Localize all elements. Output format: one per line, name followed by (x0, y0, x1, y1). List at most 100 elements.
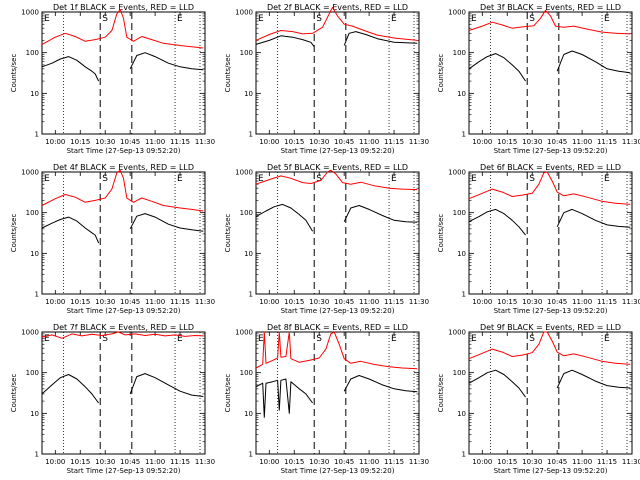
x-tick-label: 10:15 (284, 138, 304, 146)
y-axis-label: Counts/sec (10, 374, 18, 413)
series-line-lld (468, 9, 631, 35)
x-tick-label: 11:15 (384, 458, 404, 466)
x-axis-label: Start Time (27-Sep-13 09:52:20) (494, 467, 608, 475)
y-tick-label: 1 (249, 451, 253, 459)
y-axis-label: Counts/sec (224, 54, 232, 93)
marker-label: S (529, 14, 535, 24)
y-tick-label: 1000 (235, 9, 253, 17)
marker-label: S (529, 174, 535, 184)
y-tick-label: 10 (457, 250, 466, 258)
x-tick-label: 10:00 (45, 458, 65, 466)
x-axis-label: Start Time (27-Sep-13 09:52:20) (281, 467, 395, 475)
x-axis-label: Start Time (27-Sep-13 09:52:20) (494, 307, 608, 315)
y-tick-label: 1000 (448, 9, 466, 17)
x-tick-label: 10:30 (309, 458, 329, 466)
x-tick-label: 10:45 (120, 138, 140, 146)
panel-title: Det 2f BLACK = Events, RED = LLD (267, 3, 408, 12)
y-tick-label: 100 (240, 369, 253, 377)
x-tick-label: 11:30 (195, 138, 215, 146)
y-tick-label: 10 (244, 410, 253, 418)
y-axis-label: Counts/sec (437, 374, 445, 413)
marker-label: E (258, 14, 264, 24)
series-line-lld (41, 9, 204, 49)
y-tick-label: 100 (453, 49, 466, 57)
marker-label: E (391, 14, 397, 24)
series-line-events (255, 31, 418, 47)
y-tick-label: 10 (457, 90, 466, 98)
x-tick-label: 10:45 (120, 458, 140, 466)
x-tick-label: 10:00 (259, 458, 279, 466)
x-tick-label: 11:00 (359, 458, 379, 466)
chart-panel-9: Det 9f BLACK = Events, RED = LLD 1 10 100 10… (437, 323, 640, 475)
x-tick-label: 10:00 (45, 138, 65, 146)
y-tick-label: 100 (26, 49, 39, 57)
plot-frame (468, 331, 633, 455)
panel-title: Det 4f BLACK = Events, RED = LLD (53, 163, 194, 172)
series-line-events (468, 208, 631, 236)
plot-frame (468, 171, 633, 295)
x-tick-label: 10:00 (259, 138, 279, 146)
x-tick-label: 10:00 (259, 298, 279, 306)
marker-label: S (316, 174, 322, 184)
marker-label: S (102, 14, 108, 24)
chart-panel-1: Det 1f BLACK = Events, RED = LLD 1 10 100 10… (10, 3, 215, 155)
x-tick-label: 11:15 (170, 138, 190, 146)
y-tick-label: 100 (453, 209, 466, 217)
y-axis-label: Counts/sec (224, 214, 232, 253)
series-line-events (41, 52, 204, 82)
marker-label: E (391, 334, 397, 344)
y-tick-label: 1000 (235, 329, 253, 337)
x-tick-label: 10:15 (497, 298, 517, 306)
x-tick-label: 10:45 (334, 298, 354, 306)
panel-title: Det 5f BLACK = Events, RED = LLD (267, 163, 408, 172)
y-tick-label: 1000 (21, 329, 39, 337)
marker-label: E (44, 334, 50, 344)
marker-label: E (604, 14, 610, 24)
series-line-lld (255, 6, 418, 41)
series-line-events (255, 203, 418, 232)
y-tick-label: 1 (462, 291, 466, 299)
x-tick-label: 10:00 (472, 458, 492, 466)
x-tick-label: 10:00 (472, 138, 492, 146)
x-tick-label: 10:45 (547, 298, 567, 306)
y-tick-label: 10 (30, 410, 39, 418)
series-line-lld (255, 169, 418, 191)
marker-label: E (177, 174, 183, 184)
x-tick-label: 10:30 (95, 458, 115, 466)
x-tick-label: 10:15 (284, 298, 304, 306)
plot-frame (41, 331, 206, 455)
y-tick-label: 1 (35, 131, 39, 139)
x-tick-label: 10:30 (522, 298, 542, 306)
x-tick-label: 10:15 (70, 298, 90, 306)
x-tick-label: 11:30 (409, 298, 429, 306)
x-tick-label: 10:00 (472, 298, 492, 306)
x-tick-label: 11:00 (359, 298, 379, 306)
y-tick-label: 100 (240, 49, 253, 57)
marker-label: S (529, 334, 535, 344)
chart-panel-5: Det 5f BLACK = Events, RED = LLD 1 10 100 10… (224, 163, 429, 315)
x-tick-label: 10:30 (95, 298, 115, 306)
x-tick-label: 11:30 (409, 458, 429, 466)
x-tick-label: 11:00 (145, 298, 165, 306)
series-line-events (255, 375, 418, 418)
y-tick-label: 100 (26, 369, 39, 377)
marker-label: E (391, 174, 397, 184)
y-tick-label: 1000 (21, 9, 39, 17)
x-tick-label: 11:30 (622, 138, 640, 146)
x-tick-label: 11:00 (572, 298, 592, 306)
x-tick-label: 11:15 (597, 138, 617, 146)
plot-frame (255, 171, 420, 295)
marker-label: E (471, 14, 477, 24)
x-tick-label: 10:30 (522, 458, 542, 466)
x-tick-label: 10:30 (309, 298, 329, 306)
y-tick-label: 10 (244, 250, 253, 258)
chart-panel-6: Det 6f BLACK = Events, RED = LLD 1 10 100 10… (437, 163, 640, 315)
x-tick-label: 11:15 (170, 458, 190, 466)
series-line-events (468, 50, 631, 82)
x-tick-label: 10:45 (120, 298, 140, 306)
x-tick-label: 10:45 (547, 138, 567, 146)
y-tick-label: 1 (35, 451, 39, 459)
marker-label: S (102, 174, 108, 184)
y-tick-label: 1000 (21, 169, 39, 177)
x-tick-label: 11:15 (384, 298, 404, 306)
